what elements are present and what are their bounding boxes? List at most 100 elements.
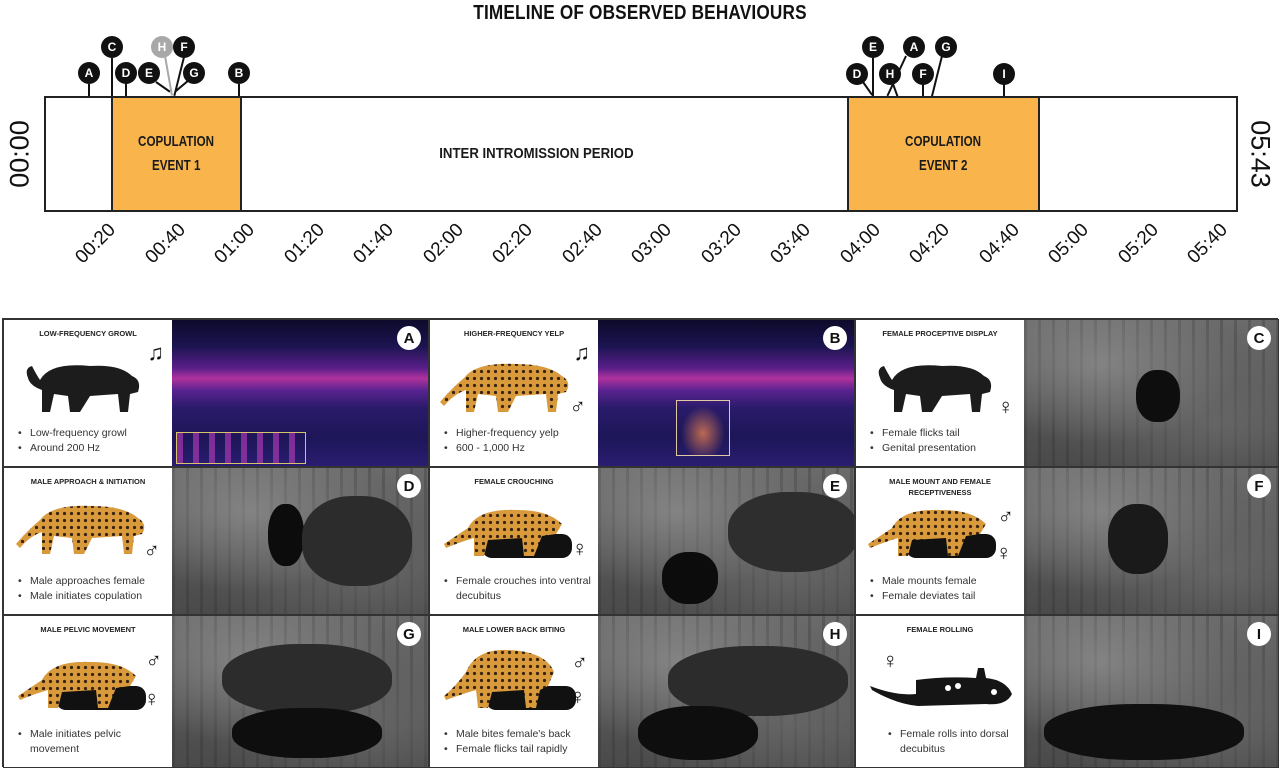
bullet-list: Low-frequency growl Around 200 Hz <box>16 426 168 456</box>
tick-label: 05:20 <box>1114 219 1163 268</box>
jaguar-pair-illustration <box>444 649 576 710</box>
timeline-start-label: 00:00 <box>4 120 35 188</box>
tick-label: 01:40 <box>349 219 398 268</box>
female-symbol-icon: ♀ <box>571 536 589 561</box>
panel-f: MALE MOUNT AND FEMALE RECEPTIVENESS ♂ ♀ … <box>855 467 1279 615</box>
panel-title: FEMALE PROCEPTIVE DISPLAY <box>882 329 998 338</box>
bullet-list: Female crouches into ventral decubitus <box>442 574 594 604</box>
jaguar-pair-illustration <box>868 509 996 558</box>
panel-g: MALE PELVIC MOVEMENT ♂ ♀ Male initiates … <box>3 615 429 768</box>
panel-badge: B <box>823 326 847 350</box>
copulation-event-2: COPULATION EVENT 2 <box>847 98 1040 210</box>
bullet-list: Female flicks tail Genital presentation <box>868 426 1020 456</box>
jaguar-pair-illustration <box>18 661 146 710</box>
panel-d: MALE APPROACH & INITIATION ♂ Male approa… <box>3 467 429 615</box>
highlight-box <box>676 400 730 456</box>
illustration-panel: MALE MOUNT AND FEMALE RECEPTIVENESS ♂ ♀ … <box>856 468 1024 614</box>
illustration-panel: LOW-FREQUENCY GROWL ♫ Low-frequency grow… <box>4 320 172 466</box>
panel-title: MALE MOUNT AND FEMALE RECEPTIVENESS <box>889 477 991 497</box>
panel-title: LOW-FREQUENCY GROWL <box>39 329 137 338</box>
male-symbol-icon: ♂ <box>571 650 589 675</box>
camera-trap-photo: G <box>172 616 428 767</box>
bullet-list: Male approaches female Male initiates co… <box>16 574 168 604</box>
panel-e: FEMALE CROUCHING ♀ Female crouches into … <box>429 467 855 615</box>
camera-trap-photo: H <box>598 616 854 767</box>
tick-label: 04:40 <box>975 219 1024 268</box>
panel-badge: H <box>823 622 847 646</box>
panel-title: FEMALE CROUCHING <box>474 477 554 486</box>
tick-label: 01:20 <box>280 219 329 268</box>
panel-title: FEMALE ROLLING <box>906 625 974 634</box>
panel-title: MALE PELVIC MOVEMENT <box>40 625 136 634</box>
inter-intromission-label: INTER INTROMISSION PERIOD <box>439 145 634 162</box>
tick-label: 03:40 <box>766 219 815 268</box>
jaguar-male-illustration <box>16 505 145 554</box>
page-title: TIMELINE OF OBSERVED BEHAVIOURS <box>473 2 807 24</box>
panel-badge: A <box>397 326 421 350</box>
panel-h: MALE LOWER BACK BITING ♂ ♀ Male bites fe… <box>429 615 855 768</box>
illustration-panel: MALE PELVIC MOVEMENT ♂ ♀ Male initiates … <box>4 616 172 767</box>
bullet-list: Male initiates pelvic movement <box>16 727 162 757</box>
bullet-list: Male mounts female Female deviates tail <box>868 574 1020 604</box>
black-jaguar-illustration <box>878 365 992 412</box>
panel-title: MALE LOWER BACK BITING <box>462 625 566 634</box>
bullet-list: Higher-frequency yelp 600 - 1,000 Hz <box>442 426 594 456</box>
panel-a: LOW-FREQUENCY GROWL ♫ Low-frequency grow… <box>3 319 429 467</box>
tick-label: 03:00 <box>627 219 676 268</box>
camera-trap-photo: E <box>598 468 854 614</box>
timeline-end-label: 05:43 <box>1245 120 1276 188</box>
panel-badge: C <box>1247 326 1271 350</box>
male-symbol-icon: ♂ <box>143 538 161 563</box>
bullet-list: Female rolls into dorsal decubitus <box>886 727 1020 757</box>
spectrogram-image: A <box>172 320 428 466</box>
female-symbol-icon: ♀ <box>143 686 161 711</box>
tick-label: 04:00 <box>836 219 885 268</box>
tick-label: 02:40 <box>558 219 607 268</box>
female-symbol-icon: ♀ <box>997 394 1015 419</box>
music-note-icon: ♫ <box>147 340 165 365</box>
tick-label: 02:00 <box>419 219 468 268</box>
timeline-bar: COPULATION EVENT 1 INTER INTROMISSION PER… <box>44 96 1238 212</box>
copulation-event-1: COPULATION EVENT 1 <box>111 98 242 210</box>
illustration-panel: HIGHER-FREQUENCY YELP ♫ ♂ Higher-frequen… <box>430 320 598 466</box>
panel-title: HIGHER-FREQUENCY YELP <box>463 329 565 338</box>
tick-label: 03:20 <box>697 219 746 268</box>
music-note-icon: ♫ <box>573 340 591 365</box>
camera-trap-photo: I <box>1024 616 1278 767</box>
illustration-panel: FEMALE PROCEPTIVE DISPLAY ♀ Female flick… <box>856 320 1024 466</box>
panel-badge: G <box>397 622 421 646</box>
illustration-panel: MALE APPROACH & INITIATION ♂ Male approa… <box>4 468 172 614</box>
black-jaguar-illustration <box>26 365 140 412</box>
tick-label: 00:40 <box>141 219 190 268</box>
panel-badge: F <box>1247 474 1271 498</box>
behaviour-grid: LOW-FREQUENCY GROWL ♫ Low-frequency grow… <box>2 318 1279 768</box>
tick-label: 05:40 <box>1183 219 1232 268</box>
tick-label: 02:20 <box>488 219 537 268</box>
panel-badge: D <box>397 474 421 498</box>
panel-badge: I <box>1247 622 1271 646</box>
female-symbol-icon: ♀ <box>569 684 587 709</box>
illustration-panel: FEMALE CROUCHING ♀ Female crouches into … <box>430 468 598 614</box>
female-symbol-icon: ♀ <box>882 648 899 673</box>
bullet-list: Male bites female's back Female flicks t… <box>442 727 594 757</box>
panel-c: FEMALE PROCEPTIVE DISPLAY ♀ Female flick… <box>855 319 1279 467</box>
male-symbol-icon: ♂ <box>569 394 587 419</box>
spectrogram-image: B <box>598 320 854 466</box>
panel-b: HIGHER-FREQUENCY YELP ♫ ♂ Higher-frequen… <box>429 319 855 467</box>
camera-trap-photo: D <box>172 468 428 614</box>
illustration-panel: MALE LOWER BACK BITING ♂ ♀ Male bites fe… <box>430 616 598 767</box>
tick-label: 01:00 <box>210 219 259 268</box>
male-symbol-icon: ♂ <box>145 648 163 673</box>
tick-label: 04:20 <box>905 219 954 268</box>
illustration-panel: FEMALE ROLLING ♀ Female rolls into dorsa… <box>856 616 1024 767</box>
highlight-box <box>176 432 306 464</box>
rolling-jaguar-illustration <box>870 668 1012 706</box>
jaguar-pair-illustration <box>444 509 572 558</box>
panel-badge: E <box>823 474 847 498</box>
male-symbol-icon: ♂ <box>997 504 1015 529</box>
camera-trap-photo: F <box>1024 468 1278 614</box>
jaguar-male-illustration <box>440 363 569 412</box>
tick-label: 00:20 <box>71 219 120 268</box>
panel-title: MALE APPROACH & INITIATION <box>30 477 146 486</box>
camera-trap-photo: C <box>1024 320 1278 466</box>
